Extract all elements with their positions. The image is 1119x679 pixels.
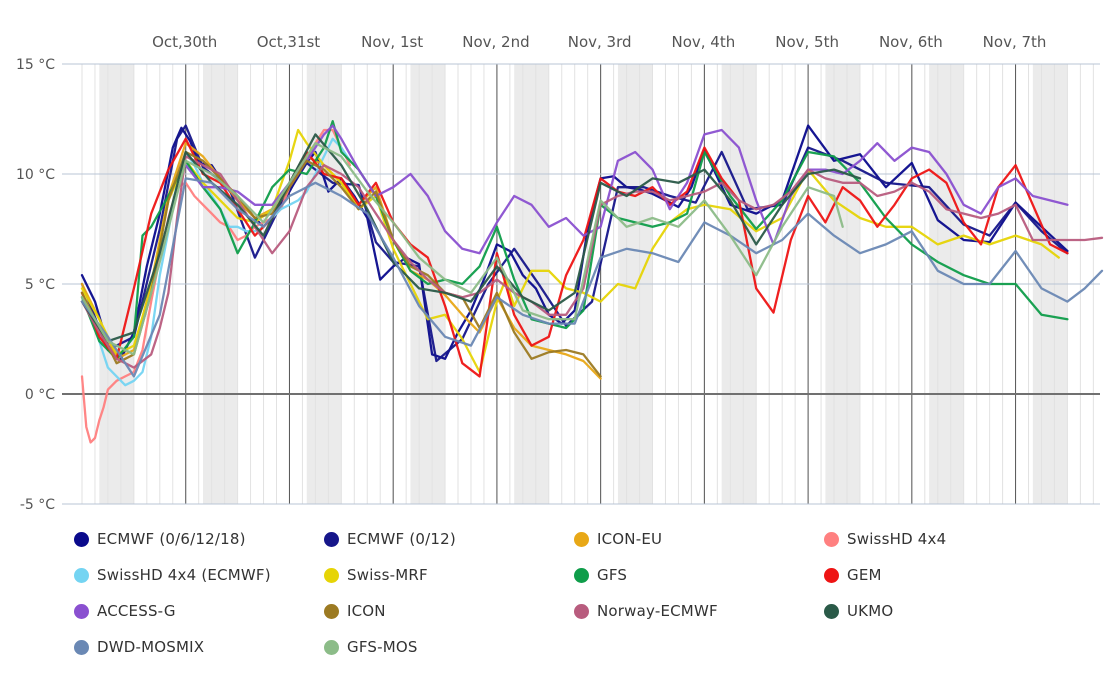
legend-swatch [574,567,589,583]
legend-label: Swiss-MRF [347,566,428,584]
legend-swatch [824,567,839,583]
series-lines [80,120,1104,444]
series-line-8 [184,124,1069,255]
series-line-7 [80,137,1069,378]
x-axis: Oct,30th Oct,31st Nov, 1st Nov, 2nd Nov, 3rd… [152,33,1046,51]
legend-swatch [824,531,839,547]
y-tick-label: 15 °C [16,57,55,73]
y-tick-label: 0 °C [25,387,55,403]
legend-item[interactable]: ICON-EU [574,528,662,550]
legend-swatch [324,567,339,583]
y-tick-label: 5 °C [25,277,55,293]
x-tick-label: Nov, 7th [983,33,1047,51]
x-tick-label: Nov, 1st [361,33,423,51]
legend-swatch [74,531,89,547]
legend-label: ICON [347,602,386,620]
legend-item[interactable]: GFS-MOS [324,636,418,658]
legend-item[interactable]: Norway-ECMWF [574,600,718,622]
legend-item[interactable]: SwissHD 4x4 [824,528,946,550]
legend-swatch [574,603,589,619]
legend-label: Norway-ECMWF [597,602,718,620]
legend-swatch [74,603,89,619]
series-line-13 [80,142,844,356]
legend-item[interactable]: ICON [324,600,386,622]
chart-legend: ECMWF (0/6/12/18) ECMWF (0/12) ICON-EU Swis… [74,528,1104,668]
legend-label: GFS-MOS [347,638,418,656]
legend-label: ECMWF (0/6/12/18) [97,530,246,548]
major-gridlines [62,63,1100,505]
legend-swatch [74,567,89,583]
series-line-12 [80,177,1104,378]
legend-item[interactable]: GEM [824,564,882,586]
legend-label: DWD-MOSMIX [97,638,205,656]
series-line-9 [80,150,602,378]
legend-swatch [324,603,339,619]
x-tick-label: Nov, 6th [879,33,943,51]
legend-swatch [74,639,89,655]
x-tick-label: Nov, 4th [671,33,735,51]
legend-label: GFS [597,566,628,584]
legend-label: SwissHD 4x4 (ECMWF) [97,566,271,584]
series-line-10 [80,155,1104,369]
series-line-6 [80,120,1069,360]
x-tick-label: Nov, 2nd [462,33,529,51]
x-tick-label: Oct,31st [257,33,321,51]
y-axis: -5 °C 0 °C 5 °C 10 °C 15 °C [16,57,55,513]
legend-swatch [574,531,589,547]
y-tick-label: 10 °C [16,167,55,183]
legend-swatch [324,639,339,655]
legend-swatch [324,531,339,547]
legend-item[interactable]: ECMWF (0/12) [324,528,456,550]
legend-label: SwissHD 4x4 [847,530,947,548]
series-line-5 [80,128,1060,374]
legend-item[interactable]: DWD-MOSMIX [74,636,204,658]
legend-item[interactable]: UKMO [824,600,893,622]
x-tick-label: Nov, 3rd [568,33,632,51]
legend-label: UKMO [847,602,894,620]
legend-item[interactable]: ACCESS-G [74,600,176,622]
legend-label: ACCESS-G [97,602,176,620]
legend-label: ECMWF (0/12) [347,530,456,548]
x-tick-label: Nov, 5th [775,33,839,51]
y-tick-label: -5 °C [20,497,55,513]
legend-label: ICON-EU [597,530,663,548]
legend-item[interactable]: Swiss-MRF [324,564,428,586]
legend-item[interactable]: GFS [574,564,627,586]
legend-item[interactable]: ECMWF (0/6/12/18) [74,528,246,550]
legend-item[interactable]: SwissHD 4x4 (ECMWF) [74,564,271,586]
legend-swatch [824,603,839,619]
x-tick-label: Oct,30th [152,33,217,51]
temperature-forecast-chart: -5 °C 0 °C 5 °C 10 °C 15 °C Oct,30th Oct,31st… [16,33,1104,513]
legend-label: GEM [847,566,882,584]
